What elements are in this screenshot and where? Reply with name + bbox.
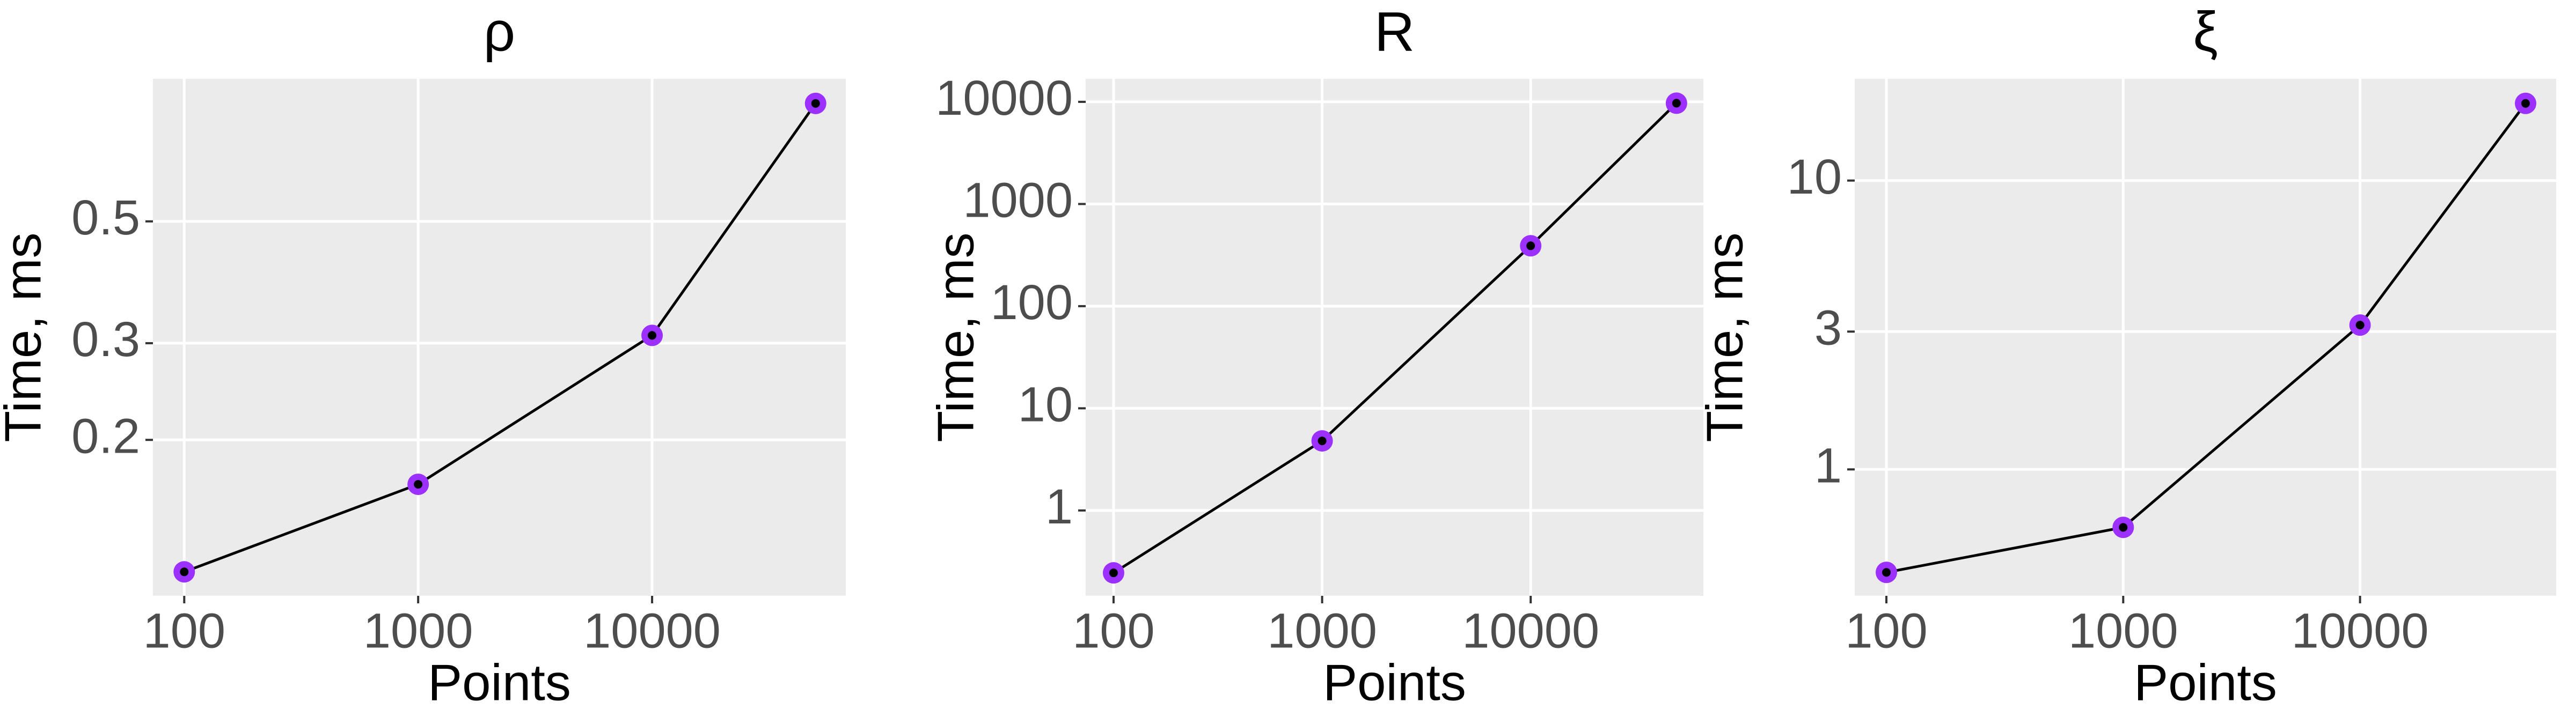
y-tick-label: 100 [991,275,1073,330]
y-tick-label: 10000 [935,71,1073,125]
y-tick-label: 10 [1018,378,1073,432]
y-tick-label: 1 [1814,439,1842,493]
x-tick-label: 10000 [583,603,721,658]
y-axis-title: Time, ms [1696,232,1753,442]
y-tick-label: 1000 [963,173,1073,228]
x-axis-title: Points [2134,654,2277,711]
data-point-center [1526,241,1535,250]
chart-title: R [1374,1,1415,63]
data-point-center [1109,568,1118,578]
panel-background [1855,79,2556,596]
x-tick-label: 10000 [2292,603,2429,658]
data-point-center [1882,568,1891,577]
x-axis-title: Points [428,654,571,711]
chart-title: ρ [484,1,515,63]
x-axis-title: Points [1323,654,1466,711]
y-axis-title: Time, ms [927,232,984,442]
data-point-center [2521,99,2530,108]
data-point-center [414,480,423,489]
data-line [1886,102,2527,574]
data-point-center [1318,437,1327,446]
x-tick-label: 100 [1845,603,1928,658]
data-point-center [180,567,189,577]
data-point-center [2119,523,2128,532]
chart-title: ξ [2193,1,2218,63]
panel-background [153,79,846,596]
y-axis-title: Time, ms [0,232,52,442]
x-tick-label: 100 [1072,603,1155,658]
data-line [184,102,817,573]
y-tick-label: 1 [1045,479,1073,534]
data-point-center [2355,321,2365,330]
data-point-center [648,331,657,340]
data-point-center [811,99,820,108]
y-tick-label: 0.5 [71,190,140,245]
x-tick-label: 100 [143,603,226,658]
x-tick-label: 10000 [1462,603,1599,658]
panel-background [1086,79,1703,596]
x-tick-label: 1000 [363,603,473,658]
y-tick-label: 3 [1814,301,1842,356]
y-tick-label: 0.3 [71,312,140,367]
x-tick-label: 1000 [2068,603,2178,658]
data-line [1113,102,1678,574]
data-point-center [1672,99,1681,108]
y-tick-label: 0.2 [71,409,140,464]
y-tick-label: 10 [1787,150,1842,204]
x-tick-label: 1000 [1267,603,1377,658]
